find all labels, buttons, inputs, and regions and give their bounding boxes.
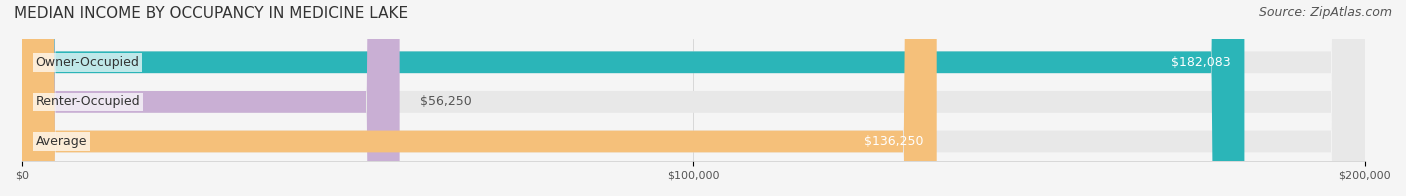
FancyBboxPatch shape bbox=[22, 0, 1365, 196]
Text: $56,250: $56,250 bbox=[420, 95, 471, 108]
FancyBboxPatch shape bbox=[22, 0, 1244, 196]
Text: Average: Average bbox=[35, 135, 87, 148]
FancyBboxPatch shape bbox=[22, 0, 399, 196]
Text: Source: ZipAtlas.com: Source: ZipAtlas.com bbox=[1258, 6, 1392, 19]
Text: Owner-Occupied: Owner-Occupied bbox=[35, 56, 139, 69]
FancyBboxPatch shape bbox=[22, 0, 1365, 196]
Text: MEDIAN INCOME BY OCCUPANCY IN MEDICINE LAKE: MEDIAN INCOME BY OCCUPANCY IN MEDICINE L… bbox=[14, 6, 408, 21]
Text: $136,250: $136,250 bbox=[863, 135, 924, 148]
Text: Renter-Occupied: Renter-Occupied bbox=[35, 95, 141, 108]
FancyBboxPatch shape bbox=[22, 0, 936, 196]
Text: $182,083: $182,083 bbox=[1171, 56, 1232, 69]
FancyBboxPatch shape bbox=[22, 0, 1365, 196]
